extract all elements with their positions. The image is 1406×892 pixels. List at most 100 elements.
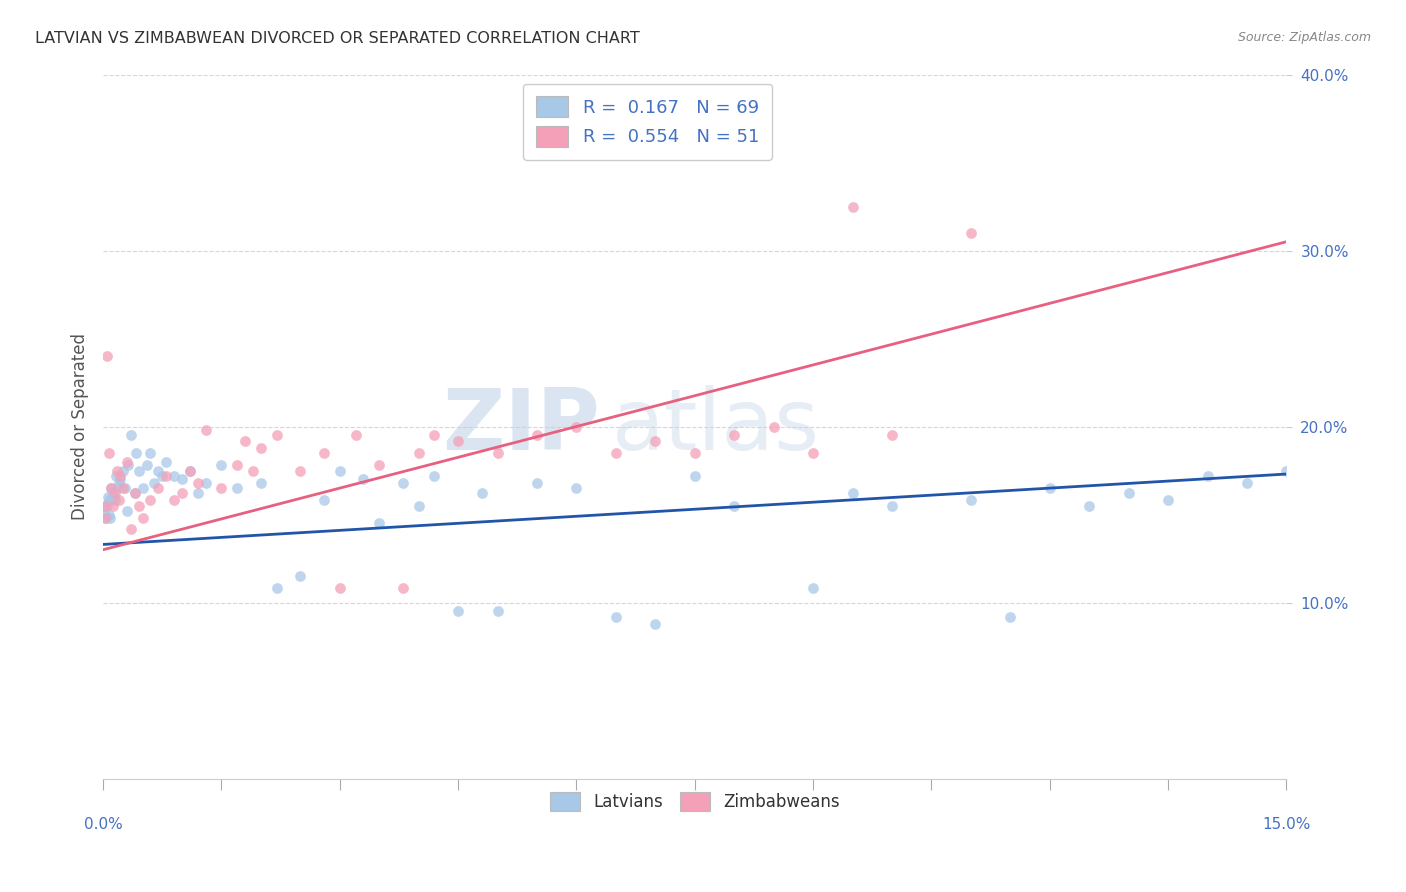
Point xyxy=(290,569,312,583)
Legend: Latvians, Zimbabweans: Latvians, Zimbabweans xyxy=(538,780,851,823)
Point xyxy=(447,604,470,618)
Point xyxy=(392,582,415,596)
Point xyxy=(486,446,509,460)
Point xyxy=(179,463,201,477)
Point xyxy=(148,463,170,477)
Point xyxy=(250,475,273,490)
Point xyxy=(841,200,863,214)
Point xyxy=(105,481,128,495)
Point xyxy=(605,609,627,624)
Point xyxy=(111,481,134,495)
Point xyxy=(97,446,120,460)
Point xyxy=(103,486,125,500)
Point xyxy=(128,499,150,513)
Point xyxy=(242,463,264,477)
Point xyxy=(266,428,288,442)
Point xyxy=(353,472,375,486)
Point xyxy=(392,475,415,490)
Point xyxy=(135,458,157,473)
Point xyxy=(233,434,256,448)
Point xyxy=(226,458,249,473)
Point xyxy=(880,499,903,513)
Text: 0.0%: 0.0% xyxy=(84,817,122,832)
Point xyxy=(194,475,217,490)
Point xyxy=(762,419,785,434)
Point xyxy=(131,481,153,495)
Point xyxy=(110,472,132,486)
Point xyxy=(1157,493,1180,508)
Point xyxy=(104,493,127,508)
Point xyxy=(683,446,706,460)
Point xyxy=(96,349,118,363)
Point xyxy=(139,446,162,460)
Point xyxy=(117,458,139,473)
Point xyxy=(98,493,121,508)
Text: LATVIAN VS ZIMBABWEAN DIVORCED OR SEPARATED CORRELATION CHART: LATVIAN VS ZIMBABWEAN DIVORCED OR SEPARA… xyxy=(35,31,640,46)
Text: 15.0%: 15.0% xyxy=(1263,817,1310,832)
Point xyxy=(605,446,627,460)
Point xyxy=(1000,609,1022,624)
Point xyxy=(187,486,209,500)
Point xyxy=(128,463,150,477)
Point xyxy=(108,475,131,490)
Point xyxy=(565,419,588,434)
Point xyxy=(486,604,509,618)
Point xyxy=(526,475,548,490)
Point xyxy=(801,446,824,460)
Point xyxy=(131,511,153,525)
Point xyxy=(98,511,121,525)
Point xyxy=(101,490,124,504)
Point xyxy=(841,486,863,500)
Point xyxy=(163,468,186,483)
Point xyxy=(644,434,666,448)
Point xyxy=(329,582,352,596)
Point xyxy=(723,428,745,442)
Point xyxy=(960,493,983,508)
Point xyxy=(96,511,118,525)
Point xyxy=(423,468,446,483)
Point xyxy=(801,582,824,596)
Point xyxy=(880,428,903,442)
Point xyxy=(368,516,391,531)
Text: atlas: atlas xyxy=(612,385,820,468)
Point xyxy=(111,463,134,477)
Point xyxy=(1039,481,1062,495)
Point xyxy=(120,428,142,442)
Point xyxy=(124,486,146,500)
Text: ZIP: ZIP xyxy=(443,385,600,468)
Point xyxy=(104,486,127,500)
Point xyxy=(194,423,217,437)
Point xyxy=(565,481,588,495)
Point xyxy=(170,472,193,486)
Point xyxy=(644,616,666,631)
Point xyxy=(1236,475,1258,490)
Point xyxy=(124,486,146,500)
Point xyxy=(211,458,233,473)
Point xyxy=(100,481,122,495)
Point xyxy=(115,455,138,469)
Point xyxy=(312,493,335,508)
Point xyxy=(97,490,120,504)
Point xyxy=(93,499,115,513)
Point xyxy=(114,481,136,495)
Point xyxy=(266,582,288,596)
Point xyxy=(163,493,186,508)
Point xyxy=(150,468,173,483)
Point xyxy=(110,468,132,483)
Point xyxy=(683,468,706,483)
Point xyxy=(125,446,148,460)
Point xyxy=(344,428,367,442)
Point xyxy=(408,446,430,460)
Point xyxy=(1118,486,1140,500)
Point xyxy=(187,475,209,490)
Point xyxy=(471,486,494,500)
Point xyxy=(329,463,352,477)
Point xyxy=(120,522,142,536)
Point xyxy=(960,226,983,240)
Point xyxy=(96,499,118,513)
Point xyxy=(1275,463,1298,477)
Point xyxy=(211,481,233,495)
Point xyxy=(155,455,177,469)
Point xyxy=(93,499,115,513)
Point xyxy=(97,508,120,522)
